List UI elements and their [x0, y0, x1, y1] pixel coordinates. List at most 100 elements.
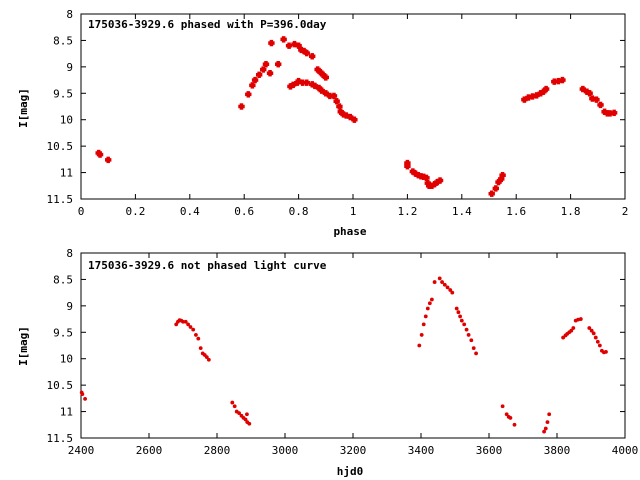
- data-point: [318, 87, 325, 94]
- data-point: [303, 49, 310, 57]
- data-point: [275, 61, 282, 68]
- data-point: [194, 333, 198, 337]
- data-point: [285, 42, 293, 49]
- data-point: [83, 396, 87, 401]
- data-point: [504, 412, 509, 417]
- data-point: [593, 96, 600, 103]
- data-point: [237, 411, 242, 416]
- x-tick-label: 4000: [612, 444, 639, 457]
- data-point: [314, 66, 321, 73]
- x-tick-label: 1.2: [397, 205, 417, 218]
- data-point: [319, 71, 327, 78]
- data-point: [432, 280, 437, 284]
- data-point: [569, 328, 574, 333]
- data-point: [266, 70, 274, 77]
- data-point: [551, 78, 558, 85]
- data-points: [95, 36, 618, 197]
- y-tick-label: 8.5: [53, 34, 73, 47]
- data-point: [315, 84, 323, 92]
- data-point: [578, 317, 583, 321]
- data-point: [431, 181, 438, 188]
- x-tick-label: 3800: [544, 444, 571, 457]
- data-point: [445, 285, 450, 290]
- data-point: [333, 98, 340, 105]
- data-point: [300, 47, 308, 55]
- x-axis-label: phase: [333, 225, 366, 238]
- x-tick-label: 1.6: [506, 205, 526, 218]
- x-tick-label: 3400: [408, 444, 435, 457]
- data-point: [571, 326, 576, 330]
- data-point: [409, 168, 417, 175]
- data-point: [423, 314, 428, 319]
- data-point: [508, 416, 513, 420]
- plot-frame: [80, 252, 626, 439]
- data-point: [542, 85, 550, 93]
- y-tick-label: 11: [60, 406, 73, 419]
- x-tick-label: 0.6: [234, 205, 254, 218]
- y-tick-label: 9: [66, 61, 73, 74]
- y-tick-label: 9: [66, 300, 73, 313]
- data-point: [458, 314, 462, 319]
- data-point: [303, 79, 310, 86]
- data-point: [610, 109, 618, 117]
- data-point: [448, 288, 453, 292]
- data-point: [488, 190, 495, 197]
- x-tick-label: 0.8: [289, 205, 309, 218]
- data-point: [404, 163, 411, 170]
- x-tick-label: 2800: [204, 444, 231, 457]
- data-point: [260, 66, 267, 73]
- data-point: [204, 355, 209, 360]
- data-point: [595, 339, 600, 344]
- data-point: [540, 88, 547, 95]
- plot-frame: [80, 13, 626, 200]
- y-tick-label: 9.5: [53, 326, 73, 339]
- y-tick-label: 10: [60, 114, 73, 127]
- data-points: [79, 276, 608, 434]
- plot-title: 175036-3929.6 phased with P=396.0day: [88, 18, 327, 31]
- x-tick-label: 2400: [68, 444, 95, 457]
- x-tick-label: 3200: [340, 444, 367, 457]
- data-point: [421, 322, 426, 327]
- axis-ticks: 2400 2600 2800 3000 3200 3400 3600 3800 4000 8 8.5…: [47, 247, 639, 457]
- data-point: [206, 357, 211, 362]
- data-point: [322, 74, 329, 81]
- data-point: [543, 426, 548, 431]
- data-point: [322, 90, 329, 97]
- y-tick-label: 8: [66, 247, 73, 260]
- data-point: [545, 420, 550, 425]
- data-point: [105, 156, 112, 164]
- data-point: [268, 39, 275, 47]
- data-point: [495, 178, 502, 186]
- data-point: [80, 392, 85, 397]
- data-point: [230, 400, 235, 405]
- data-point: [593, 335, 598, 340]
- data-point: [474, 351, 478, 356]
- data-point: [423, 174, 430, 182]
- data-point: [347, 113, 354, 121]
- x-axis-label: hjd0: [337, 465, 364, 478]
- data-point: [547, 412, 552, 417]
- data-point: [586, 90, 593, 97]
- data-point: [437, 276, 442, 281]
- data-point: [425, 306, 430, 311]
- phased-light-curve-plot: 175036-3929.6 phased with P=396.0day pha…: [17, 8, 628, 238]
- data-point: [191, 327, 196, 332]
- x-tick-label: 0: [78, 205, 85, 218]
- y-tick-label: 11: [60, 167, 73, 180]
- data-point: [604, 349, 608, 354]
- data-point: [587, 326, 592, 330]
- x-tick-label: 2600: [136, 444, 163, 457]
- x-tick-label: 3000: [272, 444, 299, 457]
- data-point: [597, 343, 602, 348]
- data-point: [330, 92, 338, 100]
- data-point: [326, 92, 334, 100]
- data-point: [454, 306, 459, 311]
- data-point: [96, 151, 104, 158]
- data-point: [429, 297, 434, 302]
- x-tick-label: 2: [622, 205, 629, 218]
- x-tick-label: 1.4: [452, 205, 472, 218]
- data-point: [492, 185, 499, 192]
- y-axis-label: I[mag]: [17, 88, 30, 128]
- x-tick-label: 0.2: [125, 205, 145, 218]
